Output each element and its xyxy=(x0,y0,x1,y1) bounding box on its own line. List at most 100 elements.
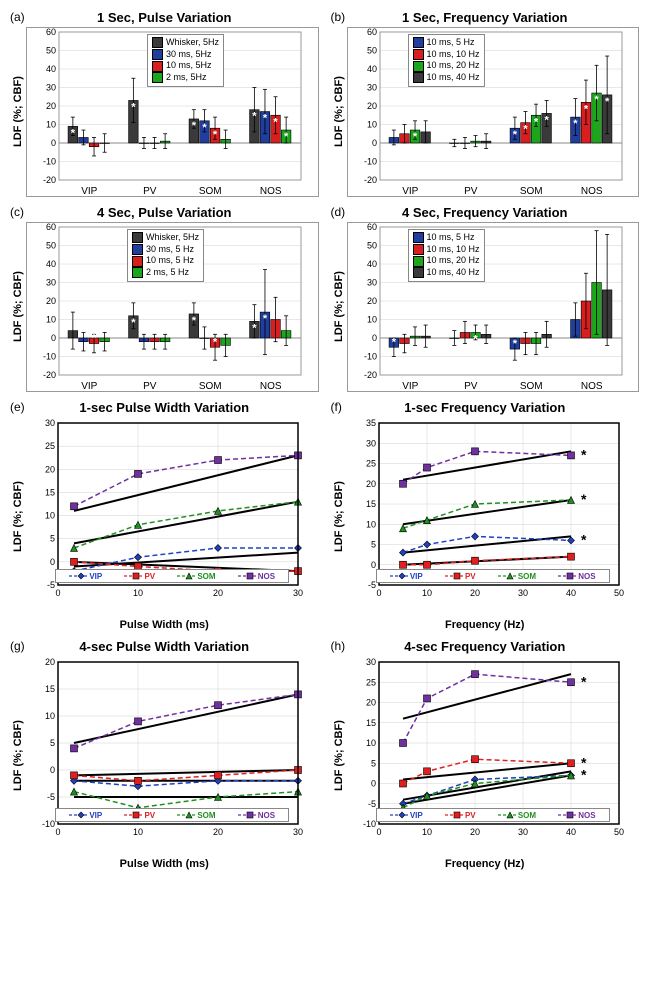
svg-text:30: 30 xyxy=(517,827,527,837)
chart-wrap: LDF (%; CBF) Whisker, 5Hz30 ms, 5Hz10 ms… xyxy=(10,27,319,197)
svg-text:*: * xyxy=(544,114,549,126)
svg-text:*: * xyxy=(581,491,587,507)
svg-text:15: 15 xyxy=(365,718,375,728)
svg-text:*: * xyxy=(252,322,257,334)
legend-swatch xyxy=(413,232,424,243)
legend-item: 10 ms, 5 Hz xyxy=(132,255,199,267)
svg-text:20: 20 xyxy=(365,698,375,708)
legend-item: 10 ms, 10 Hz xyxy=(413,49,480,61)
legend-label: 10 ms, 5 Hz xyxy=(146,255,194,267)
svg-text:*: * xyxy=(252,111,257,123)
plot-area: Whisker, 5Hz30 ms, 5 Hz10 ms, 5 Hz2 ms, … xyxy=(26,222,319,392)
legend-label: 10 ms, 5Hz xyxy=(166,60,212,72)
chart-title: 4 Sec, Frequency Variation xyxy=(331,205,640,220)
svg-text:SOM: SOM xyxy=(519,381,542,392)
panel-label: (e) xyxy=(10,400,25,414)
chart-title: 1 Sec, Pulse Variation xyxy=(10,10,319,25)
chart-title: 1-sec Frequency Variation xyxy=(331,400,640,415)
legend-label: NOS xyxy=(258,572,275,581)
svg-text:-5: -5 xyxy=(47,792,55,802)
legend-label: 10 ms, 20 Hz xyxy=(427,255,480,267)
plot-area: Whisker, 5Hz30 ms, 5Hz10 ms, 5Hz2 ms, 5H… xyxy=(26,27,319,197)
legend-item: VIP xyxy=(69,571,102,581)
legend-swatch xyxy=(152,61,163,72)
svg-text:30: 30 xyxy=(293,588,303,598)
plot-area: 10 ms, 5 Hz10 ms, 10 Hz10 ms, 20 Hz10 ms… xyxy=(347,27,640,197)
svg-text:*: * xyxy=(533,116,538,128)
svg-text:30: 30 xyxy=(46,83,56,93)
x-axis-label: Pulse Width (ms) xyxy=(10,619,319,631)
svg-text:-5: -5 xyxy=(367,799,375,809)
svg-text:30: 30 xyxy=(45,418,55,428)
legend-swatch xyxy=(132,232,143,243)
legend-item: NOS xyxy=(238,810,275,820)
legend-swatch xyxy=(413,256,424,267)
svg-text:-10: -10 xyxy=(363,157,376,167)
chart-title: 1 Sec, Frequency Variation xyxy=(331,10,640,25)
legend-item: VIP xyxy=(69,810,102,820)
panel-label: (g) xyxy=(10,639,25,653)
svg-text:0: 0 xyxy=(376,827,381,837)
svg-text:0: 0 xyxy=(50,557,55,567)
svg-text:NOS: NOS xyxy=(580,186,602,197)
svg-text:0: 0 xyxy=(370,560,375,570)
legend-label: VIP xyxy=(410,811,423,820)
panel-label: (c) xyxy=(10,205,24,219)
svg-text:*: * xyxy=(523,124,528,136)
legend-item: PV xyxy=(124,571,155,581)
chart-wrap: LDF (%; CBF) VIPPVSOMNOS-10-505101520253… xyxy=(331,656,640,856)
svg-text:*: * xyxy=(192,120,197,132)
chart-title: 4-sec Pulse Width Variation xyxy=(10,639,319,654)
svg-text:10: 10 xyxy=(133,588,143,598)
legend-label: 30 ms, 5Hz xyxy=(166,49,212,61)
svg-text:SOM: SOM xyxy=(199,186,222,197)
legend-item: Whisker, 5Hz xyxy=(132,232,199,244)
svg-text:35: 35 xyxy=(365,418,375,428)
svg-text:5: 5 xyxy=(370,758,375,768)
legend-label: 10 ms, 40 Hz xyxy=(427,72,480,84)
svg-text:*: * xyxy=(412,131,417,143)
plot-area: VIPPVSOMNOS-50510152025303501020304050**… xyxy=(347,417,640,617)
panel-a: (a) 1 Sec, Pulse Variation LDF (%; CBF) … xyxy=(10,10,319,197)
svg-text:VIP: VIP xyxy=(81,381,97,392)
svg-text:40: 40 xyxy=(366,259,376,269)
svg-text:40: 40 xyxy=(46,259,56,269)
svg-text:10: 10 xyxy=(133,827,143,837)
svg-text:10: 10 xyxy=(46,120,56,130)
svg-text:20: 20 xyxy=(469,827,479,837)
plot-area: VIPPVSOMNOS-50510152025300102030** xyxy=(26,417,319,617)
svg-text:10: 10 xyxy=(421,827,431,837)
svg-text:60: 60 xyxy=(366,223,376,232)
y-axis-label: LDF (%; CBF) xyxy=(10,656,26,856)
legend-b: 10 ms, 5 Hz10 ms, 10 Hz10 ms, 20 Hz10 ms… xyxy=(408,34,485,87)
line-chart-h: -10-505101520253001020304050*** xyxy=(347,656,627,856)
x-axis-label: Pulse Width (ms) xyxy=(10,858,319,870)
legend-label: 10 ms, 40 Hz xyxy=(427,267,480,279)
legend-a: Whisker, 5Hz30 ms, 5Hz10 ms, 5Hz2 ms, 5H… xyxy=(147,34,224,87)
legend-item: 2 ms, 5 Hz xyxy=(132,267,199,279)
chart-wrap: LDF (%; CBF) VIPPVSOMNOS-505101520253035… xyxy=(331,417,640,617)
svg-text:30: 30 xyxy=(365,438,375,448)
svg-text:10: 10 xyxy=(46,315,56,325)
svg-text:*: * xyxy=(594,94,599,106)
svg-text:*: * xyxy=(213,336,218,348)
svg-text:0: 0 xyxy=(371,333,376,343)
panel-f: (f) 1-sec Frequency Variation LDF (%; CB… xyxy=(331,400,640,631)
panel-b: (b) 1 Sec, Frequency Variation LDF (%; C… xyxy=(331,10,640,197)
svg-text:0: 0 xyxy=(371,138,376,148)
svg-text:5: 5 xyxy=(50,534,55,544)
y-axis-label: LDF (%; CBF) xyxy=(10,417,26,617)
panel-d: (d) 4 Sec, Frequency Variation LDF (%; C… xyxy=(331,205,640,392)
svg-text:40: 40 xyxy=(46,64,56,74)
legend-item: 10 ms, 40 Hz xyxy=(413,267,480,279)
bar-chart-d: -20-100102030405060*VIP*PV*SOMNOS xyxy=(348,223,628,393)
panel-label: (d) xyxy=(331,205,346,219)
svg-text:*: * xyxy=(284,131,289,143)
svg-text:*: * xyxy=(604,96,609,108)
legend-label: 10 ms, 10 Hz xyxy=(427,244,480,256)
legend-label: SOM xyxy=(197,572,215,581)
svg-text:*: * xyxy=(92,333,97,345)
line-chart-e: -50510152025300102030** xyxy=(26,417,306,617)
svg-text:50: 50 xyxy=(613,588,623,598)
svg-text:10: 10 xyxy=(366,120,376,130)
